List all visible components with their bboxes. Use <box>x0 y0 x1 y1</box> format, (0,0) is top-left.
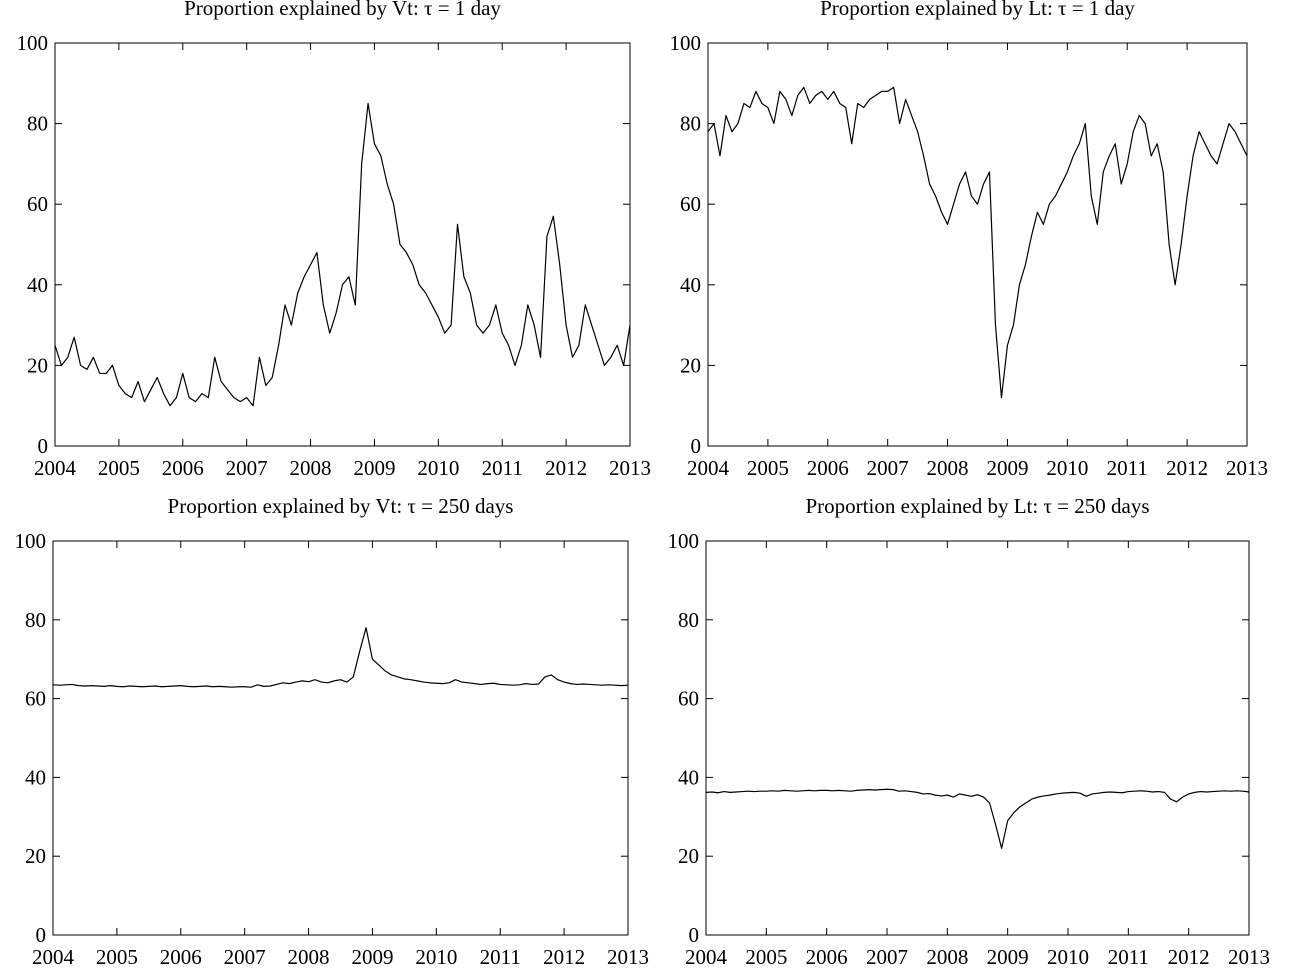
x-tick-label: 2010 <box>417 456 459 480</box>
subplot: Proportion explained by Vt: τ = 1 day020… <box>17 0 652 480</box>
x-tick-label: 2010 <box>415 945 457 969</box>
x-tick-label: 2012 <box>1168 945 1210 969</box>
y-tick-label: 100 <box>17 31 49 55</box>
y-tick-label: 20 <box>25 844 46 868</box>
x-tick-label: 2012 <box>545 456 587 480</box>
x-tick-label: 2011 <box>1108 945 1149 969</box>
x-tick-label: 2004 <box>34 456 77 480</box>
x-tick-label: 2013 <box>1226 456 1268 480</box>
plot-frame <box>705 540 1250 936</box>
x-tick-label: 2007 <box>226 456 268 480</box>
y-tick-label: 80 <box>27 112 48 136</box>
x-tick-label: 2005 <box>96 945 138 969</box>
y-tick-label: 100 <box>668 529 700 553</box>
chart-title: Proportion explained by Lt: τ = 1 day <box>820 0 1135 20</box>
y-tick-label: 20 <box>680 353 701 377</box>
y-tick-label: 0 <box>689 923 700 947</box>
y-tick-label: 100 <box>670 31 702 55</box>
x-tick-label: 2009 <box>353 456 395 480</box>
x-tick-label: 2008 <box>927 456 969 480</box>
x-tick-label: 2013 <box>607 945 649 969</box>
y-tick-label: 40 <box>27 273 48 297</box>
x-tick-label: 2012 <box>1166 456 1208 480</box>
x-tick-label: 2012 <box>543 945 585 969</box>
plot-frame <box>54 42 631 447</box>
x-tick-label: 2013 <box>1228 945 1270 969</box>
y-tick-label: 0 <box>38 434 49 458</box>
chart-title: Proportion explained by Vt: τ = 250 days <box>168 494 514 518</box>
y-tick-label: 40 <box>680 273 701 297</box>
x-tick-label: 2009 <box>986 456 1028 480</box>
y-tick-label: 60 <box>25 687 46 711</box>
y-tick-label: 60 <box>678 687 699 711</box>
x-tick-label: 2007 <box>867 456 909 480</box>
y-tick-label: 40 <box>678 765 699 789</box>
subplot: Proportion explained by Lt: τ = 1 day020… <box>670 0 1269 480</box>
x-tick-label: 2004 <box>685 945 728 969</box>
x-tick-label: 2006 <box>807 456 849 480</box>
x-tick-label: 2005 <box>98 456 140 480</box>
x-tick-label: 2007 <box>224 945 266 969</box>
plot-frame <box>707 42 1248 447</box>
x-tick-label: 2011 <box>482 456 523 480</box>
x-tick-label: 2006 <box>162 456 204 480</box>
x-tick-label: 2007 <box>866 945 908 969</box>
y-tick-label: 100 <box>15 529 47 553</box>
x-tick-label: 2009 <box>987 945 1029 969</box>
y-tick-label: 0 <box>691 434 702 458</box>
x-tick-label: 2009 <box>351 945 393 969</box>
y-tick-label: 80 <box>680 112 701 136</box>
x-tick-label: 2010 <box>1047 945 1089 969</box>
x-tick-label: 2008 <box>926 945 968 969</box>
y-tick-label: 80 <box>678 608 699 632</box>
x-tick-label: 2011 <box>480 945 521 969</box>
x-tick-label: 2010 <box>1046 456 1088 480</box>
data-line <box>54 102 631 407</box>
y-tick-label: 20 <box>27 353 48 377</box>
subplot: Proportion explained by Lt: τ = 250 days… <box>668 494 1271 969</box>
y-tick-label: 40 <box>25 765 46 789</box>
x-tick-label: 2006 <box>806 945 848 969</box>
y-tick-label: 60 <box>27 192 48 216</box>
data-line <box>52 627 629 688</box>
plot-frame <box>52 540 629 936</box>
subplot: Proportion explained by Vt: τ = 250 days… <box>15 494 650 969</box>
x-tick-label: 2005 <box>745 945 787 969</box>
y-tick-label: 80 <box>25 608 46 632</box>
x-tick-label: 2011 <box>1107 456 1148 480</box>
y-tick-label: 20 <box>678 844 699 868</box>
x-tick-label: 2004 <box>32 945 75 969</box>
y-tick-label: 0 <box>36 923 47 947</box>
chart-title: Proportion explained by Lt: τ = 250 days <box>806 494 1150 518</box>
x-tick-label: 2004 <box>687 456 730 480</box>
data-line <box>707 86 1248 399</box>
x-tick-label: 2006 <box>160 945 202 969</box>
x-tick-label: 2008 <box>288 945 330 969</box>
x-tick-label: 2008 <box>290 456 332 480</box>
chart-title: Proportion explained by Vt: τ = 1 day <box>184 0 501 20</box>
data-line <box>705 788 1250 849</box>
y-tick-label: 60 <box>680 192 701 216</box>
x-tick-label: 2005 <box>747 456 789 480</box>
x-tick-label: 2013 <box>609 456 651 480</box>
